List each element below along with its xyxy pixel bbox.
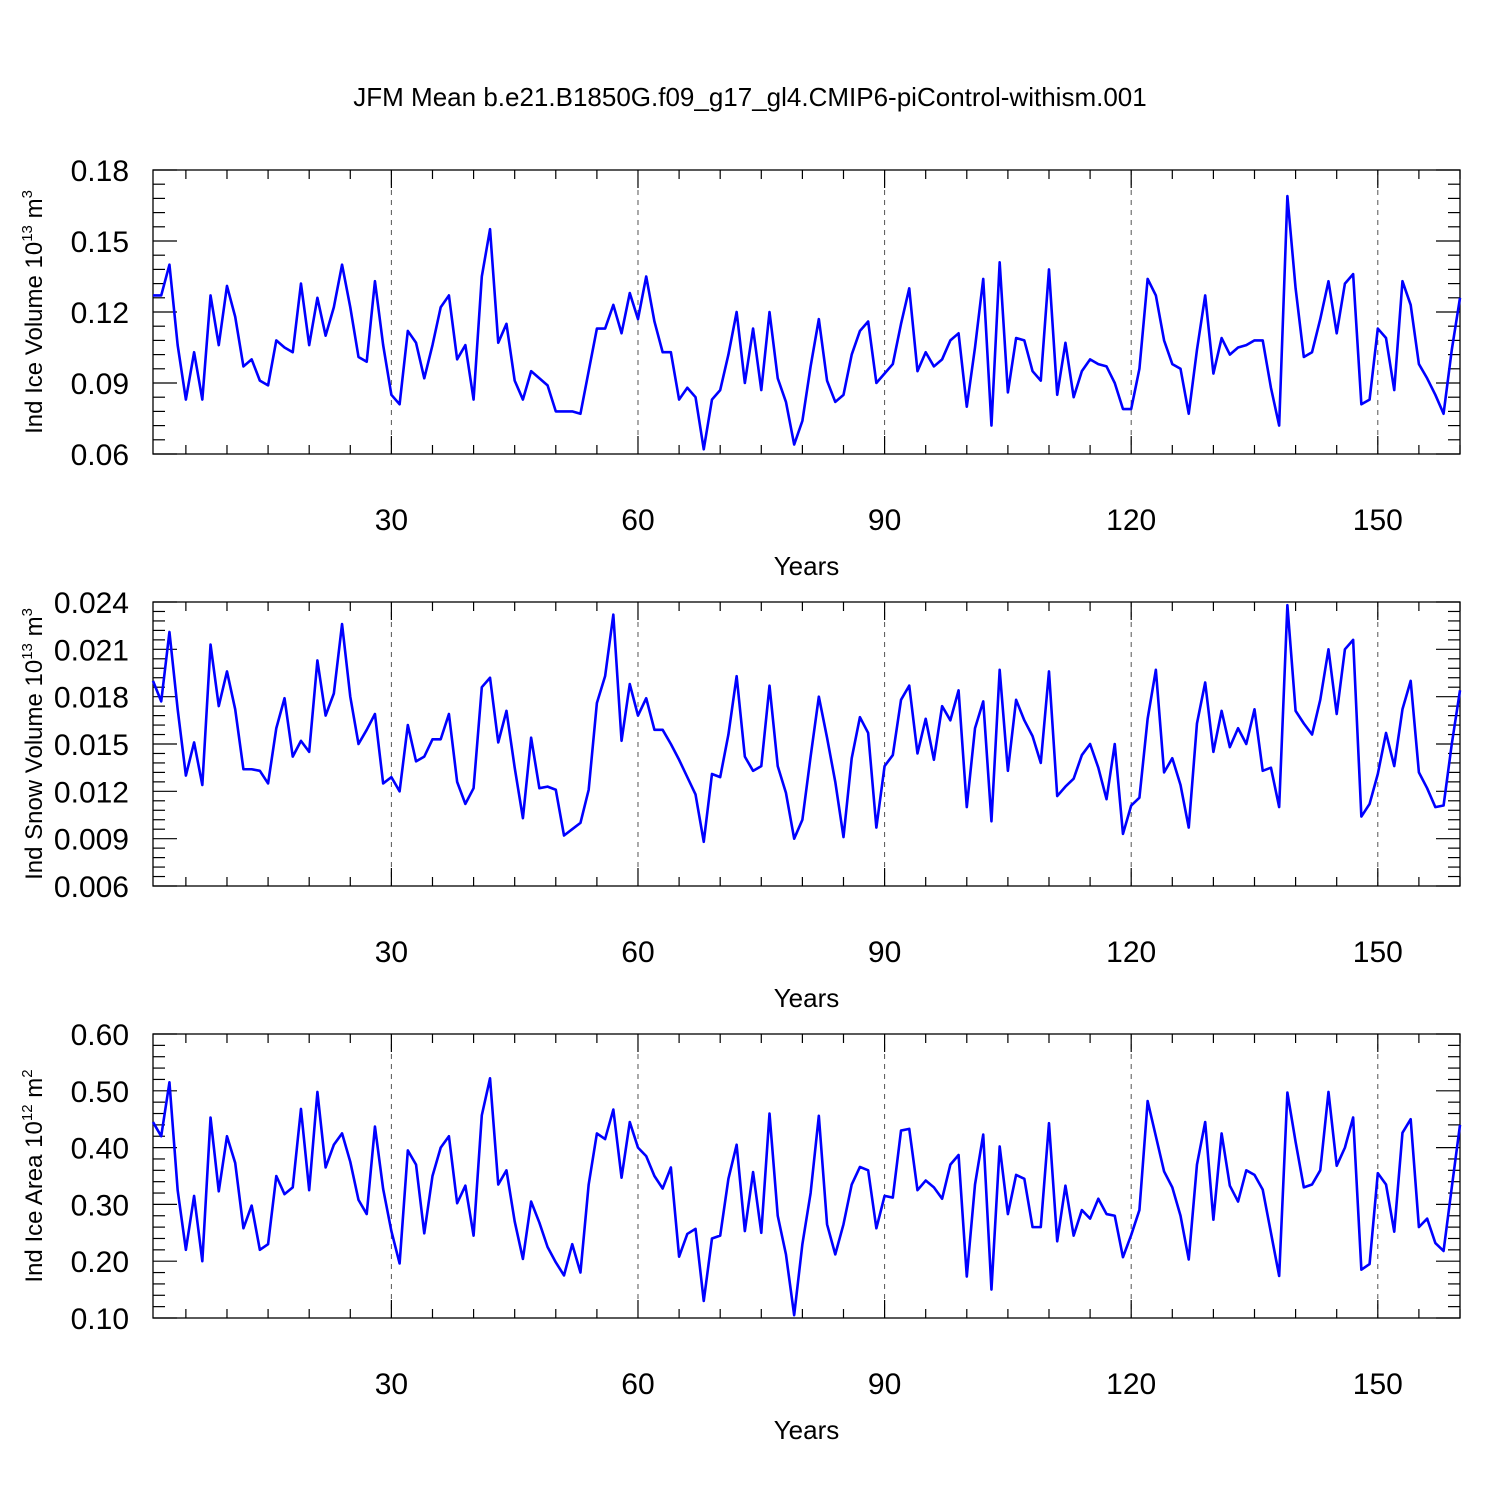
y-tick-label: 0.024 [54, 587, 129, 620]
x-tick-label: 60 [621, 504, 654, 537]
x-tick-label: 90 [868, 504, 901, 537]
y-tick-label: 0.09 [71, 368, 129, 401]
x-tick-label: 150 [1353, 504, 1403, 537]
y-tick-label: 0.018 [54, 682, 129, 715]
x-tick-label: 150 [1353, 1368, 1403, 1401]
plot-frame [152, 1033, 1461, 1319]
x-tick-label: 150 [1353, 936, 1403, 969]
y-tick-label: 0.15 [71, 226, 129, 259]
y-tick-label: 0.50 [71, 1076, 129, 1109]
y-tick-label: 0.015 [54, 729, 129, 762]
x-tick-label: 120 [1106, 1368, 1156, 1401]
y-tick-label: 0.60 [71, 1019, 129, 1052]
x-tick-label: 30 [375, 1368, 408, 1401]
x-tick-label: 90 [868, 936, 901, 969]
y-tick-label: 0.009 [54, 824, 129, 857]
plot-frame [152, 169, 1461, 455]
y-tick-label: 0.021 [54, 634, 129, 667]
y-tick-label: 0.40 [71, 1133, 129, 1166]
panel-snow-volume: 0.006 0.009 0.012 0.015 0.018 0.021 0.024 30 60 9… [19, 587, 1462, 1013]
y-tick-label: 0.18 [71, 155, 129, 188]
chart-title: JFM Mean b.e21.B1850G.f09_g17_gl4.CMIP6-… [353, 82, 1146, 112]
y-tick-label: 0.06 [71, 439, 129, 472]
x-axis-label: Years [774, 983, 840, 1013]
x-tick-label: 60 [621, 936, 654, 969]
data-line-ice-volume [153, 194, 1462, 451]
y-axis-label: Ind Ice Volume 1013 m3 [19, 190, 48, 434]
plot-frame [152, 601, 1461, 887]
x-axis-label: Years [774, 551, 840, 581]
x-tick-label: 60 [621, 1368, 654, 1401]
y-tick-label: 0.006 [54, 871, 129, 904]
y-tick-label: 0.10 [71, 1303, 129, 1336]
x-tick-label: 120 [1106, 504, 1156, 537]
x-tick-label: 30 [375, 936, 408, 969]
y-tick-label: 0.20 [71, 1246, 129, 1279]
y-axis-label: Ind Snow Volume 1013 m3 [19, 608, 48, 880]
y-axis-label: Ind Ice Area 1012 m2 [19, 1069, 48, 1282]
y-tick-label: 0.30 [71, 1189, 129, 1222]
x-tick-label: 120 [1106, 936, 1156, 969]
data-line-snow-volume [151, 603, 1462, 844]
x-tick-label: 90 [868, 1368, 901, 1401]
panel-ice-volume: 0.06 0.09 0.12 0.15 0.18 30 60 90 120 150 Years Ind… [19, 155, 1462, 581]
data-line-ice-area [151, 1077, 1462, 1317]
y-tick-label: 0.012 [54, 776, 129, 809]
y-tick-label: 0.12 [71, 297, 129, 330]
panel-ice-area: 0.10 0.20 0.30 0.40 0.50 0.60 30 60 90 120 150 Year… [19, 1019, 1462, 1445]
panels: 0.06 0.09 0.12 0.15 0.18 30 60 90 120 150 Years Ind… [19, 155, 1462, 1445]
x-tick-label: 30 [375, 504, 408, 537]
x-axis-label: Years [774, 1415, 840, 1445]
